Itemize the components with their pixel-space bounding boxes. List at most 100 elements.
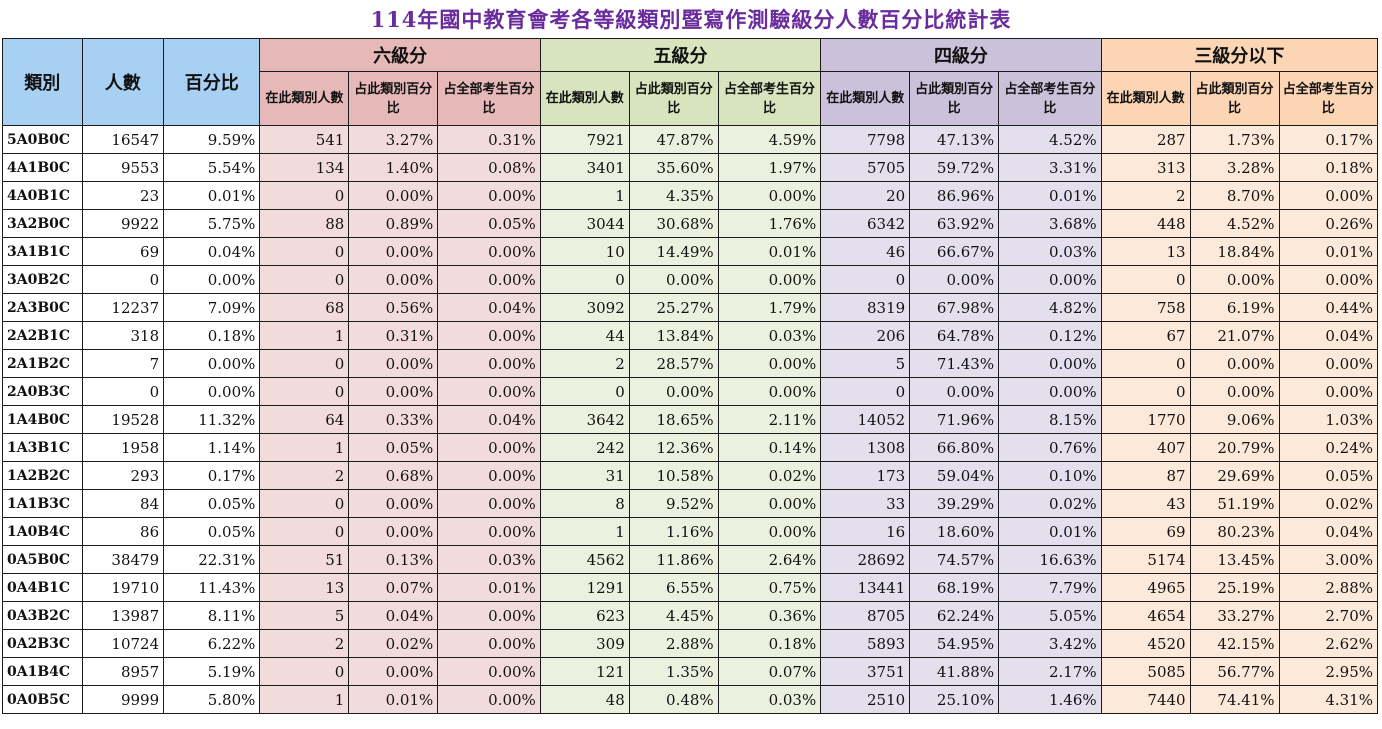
grade6-count: 0: [259, 237, 350, 266]
row-count: 10724: [81, 629, 165, 658]
grade3-total-percent: 0.17%: [1278, 125, 1379, 154]
grade6-total-percent: 0.05%: [437, 209, 541, 238]
row-percent: 0.04%: [163, 237, 261, 266]
grade5-total-percent: 1.79%: [717, 293, 822, 322]
grade4-total-percent: 8.15%: [998, 405, 1102, 434]
table-row: 0A5B0C 38479 22.31% 51 0.13% 0.03% 4562 11.86% 2…: [2, 545, 1379, 574]
grade5-total-percent: 0.00%: [717, 377, 822, 406]
grade3-count: 87: [1100, 461, 1191, 490]
row-category: 3A2B0C: [2, 209, 83, 238]
row-category: 5A0B0C: [2, 125, 83, 154]
grade5-category-percent: 6.55%: [628, 573, 719, 602]
header-grade-4: 四級分: [820, 38, 1102, 72]
grade6-category-percent: 0.31%: [348, 321, 439, 350]
grade3-total-percent: 4.31%: [1278, 685, 1379, 714]
subheader-count: 在此類別人數: [539, 71, 630, 126]
grade5-category-percent: 4.45%: [628, 601, 719, 630]
row-category: 1A0B4C: [2, 517, 83, 546]
grade3-total-percent: 0.44%: [1278, 293, 1379, 322]
grade5-category-percent: 11.86%: [628, 545, 719, 574]
grade5-count: 10: [539, 237, 630, 266]
grade3-category-percent: 20.79%: [1189, 433, 1280, 462]
grade5-category-percent: 30.68%: [628, 209, 719, 238]
grade3-total-percent: 0.00%: [1278, 377, 1379, 406]
grade4-total-percent: 0.10%: [998, 461, 1102, 490]
grade3-total-percent: 0.26%: [1278, 209, 1379, 238]
row-count: 86: [81, 517, 165, 546]
grade5-count: 3401: [539, 153, 630, 182]
grade3-count: 758: [1100, 293, 1191, 322]
grade5-category-percent: 0.00%: [628, 265, 719, 294]
grade3-category-percent: 18.84%: [1189, 237, 1280, 266]
row-count: 7: [81, 349, 165, 378]
row-category: 1A1B3C: [2, 489, 83, 518]
grade3-count: 5085: [1100, 657, 1191, 686]
subheader-total-percent: 占全部考生百分比: [1278, 71, 1379, 126]
table-body: 5A0B0C 16547 9.59% 541 3.27% 0.31% 7921 47.87% 4…: [2, 125, 1379, 714]
row-count: 8957: [81, 657, 165, 686]
grade3-count: 0: [1100, 265, 1191, 294]
row-count: 23: [81, 181, 165, 210]
grade4-count: 0: [820, 377, 911, 406]
row-count: 38479: [81, 545, 165, 574]
grade5-total-percent: 0.75%: [717, 573, 822, 602]
grade6-count: 51: [259, 545, 350, 574]
subheader-count: 在此類別人數: [820, 71, 911, 126]
grade4-category-percent: 0.00%: [909, 265, 1000, 294]
grade4-total-percent: 0.00%: [998, 265, 1102, 294]
grade3-count: 7440: [1100, 685, 1191, 714]
grade3-category-percent: 42.15%: [1189, 629, 1280, 658]
row-percent: 5.54%: [163, 153, 261, 182]
grade6-total-percent: 0.00%: [437, 433, 541, 462]
grade3-category-percent: 0.00%: [1189, 349, 1280, 378]
grade4-total-percent: 3.31%: [998, 153, 1102, 182]
grade6-count: 0: [259, 265, 350, 294]
grade5-total-percent: 0.36%: [717, 601, 822, 630]
grade4-category-percent: 71.96%: [909, 405, 1000, 434]
grade3-count: 448: [1100, 209, 1191, 238]
grade4-category-percent: 66.80%: [909, 433, 1000, 462]
row-category: 1A3B1C: [2, 433, 83, 462]
table-row: 2A2B1C 318 0.18% 1 0.31% 0.00% 44 13.84% 0.03% 20…: [2, 321, 1379, 350]
header-grade-6: 六級分: [259, 38, 541, 72]
grade3-count: 13: [1100, 237, 1191, 266]
grade6-count: 68: [259, 293, 350, 322]
subheader-total-percent: 占全部考生百分比: [998, 71, 1102, 126]
grade6-category-percent: 0.00%: [348, 349, 439, 378]
grade3-count: 5174: [1100, 545, 1191, 574]
grade3-count: 69: [1100, 517, 1191, 546]
grade6-category-percent: 0.68%: [348, 461, 439, 490]
grade6-category-percent: 0.89%: [348, 209, 439, 238]
row-count: 69: [81, 237, 165, 266]
grade3-category-percent: 33.27%: [1189, 601, 1280, 630]
table-row: 1A3B1C 1958 1.14% 1 0.05% 0.00% 242 12.36% 0.14%…: [2, 433, 1379, 462]
grade3-category-percent: 74.41%: [1189, 685, 1280, 714]
subheader-category-percent: 占此類別百分比: [1189, 71, 1280, 126]
row-count: 1958: [81, 433, 165, 462]
grade3-count: 67: [1100, 321, 1191, 350]
grade4-category-percent: 68.19%: [909, 573, 1000, 602]
grade3-count: 287: [1100, 125, 1191, 154]
grade3-category-percent: 21.07%: [1189, 321, 1280, 350]
grade5-count: 1291: [539, 573, 630, 602]
row-count: 84: [81, 489, 165, 518]
grade3-total-percent: 0.00%: [1278, 265, 1379, 294]
row-category: 0A4B1C: [2, 573, 83, 602]
grade6-total-percent: 0.00%: [437, 349, 541, 378]
grade6-count: 1: [259, 321, 350, 350]
subheader-count: 在此類別人數: [1100, 71, 1191, 126]
table-row: 2A0B3C 0 0.00% 0 0.00% 0.00% 0 0.00% 0.00% 0 0.00%…: [2, 377, 1379, 406]
row-percent: 0.05%: [163, 489, 261, 518]
grade4-count: 1308: [820, 433, 911, 462]
grade4-total-percent: 5.05%: [998, 601, 1102, 630]
table-row: 4A0B1C 23 0.01% 0 0.00% 0.00% 1 4.35% 0.00% 20 86.…: [2, 181, 1379, 210]
grade5-count: 242: [539, 433, 630, 462]
grade6-total-percent: 0.08%: [437, 153, 541, 182]
grade3-count: 407: [1100, 433, 1191, 462]
grade3-category-percent: 25.19%: [1189, 573, 1280, 602]
grade4-count: 20: [820, 181, 911, 210]
grade5-count: 3092: [539, 293, 630, 322]
grade4-count: 13441: [820, 573, 911, 602]
grade6-count: 64: [259, 405, 350, 434]
row-percent: 22.31%: [163, 545, 261, 574]
